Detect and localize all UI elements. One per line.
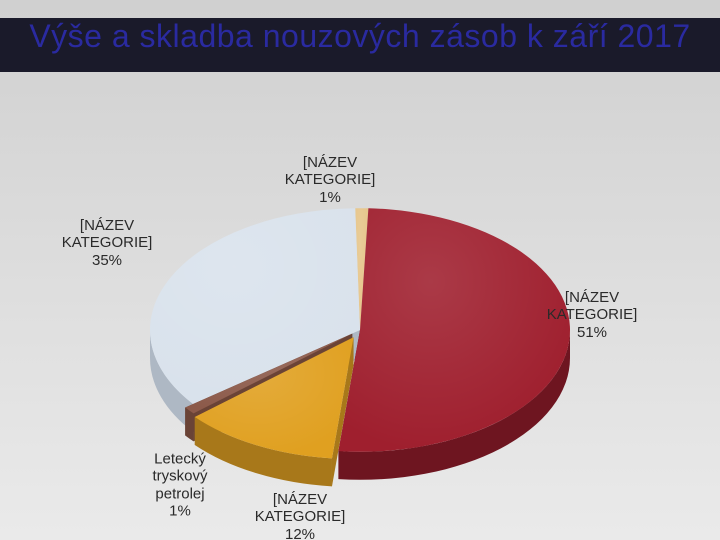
pie-label: [NÁZEVKATEGORIE]1% (285, 154, 376, 206)
pie-label: [NÁZEVKATEGORIE]51% (547, 289, 638, 341)
pie-label: Leteckýtryskovýpetrolej1% (152, 451, 207, 520)
pie-label: [NÁZEVKATEGORIE]35% (62, 217, 153, 269)
pie-label: [NÁZEVKATEGORIE]12% (255, 491, 346, 540)
slide: Výše a skladba nouzových zásob k září 20… (0, 0, 720, 540)
chart-area: [NÁZEVKATEGORIE]51%[NÁZEVKATEGORIE]12%Le… (0, 85, 720, 525)
page-title: Výše a skladba nouzových zásob k září 20… (0, 18, 720, 55)
